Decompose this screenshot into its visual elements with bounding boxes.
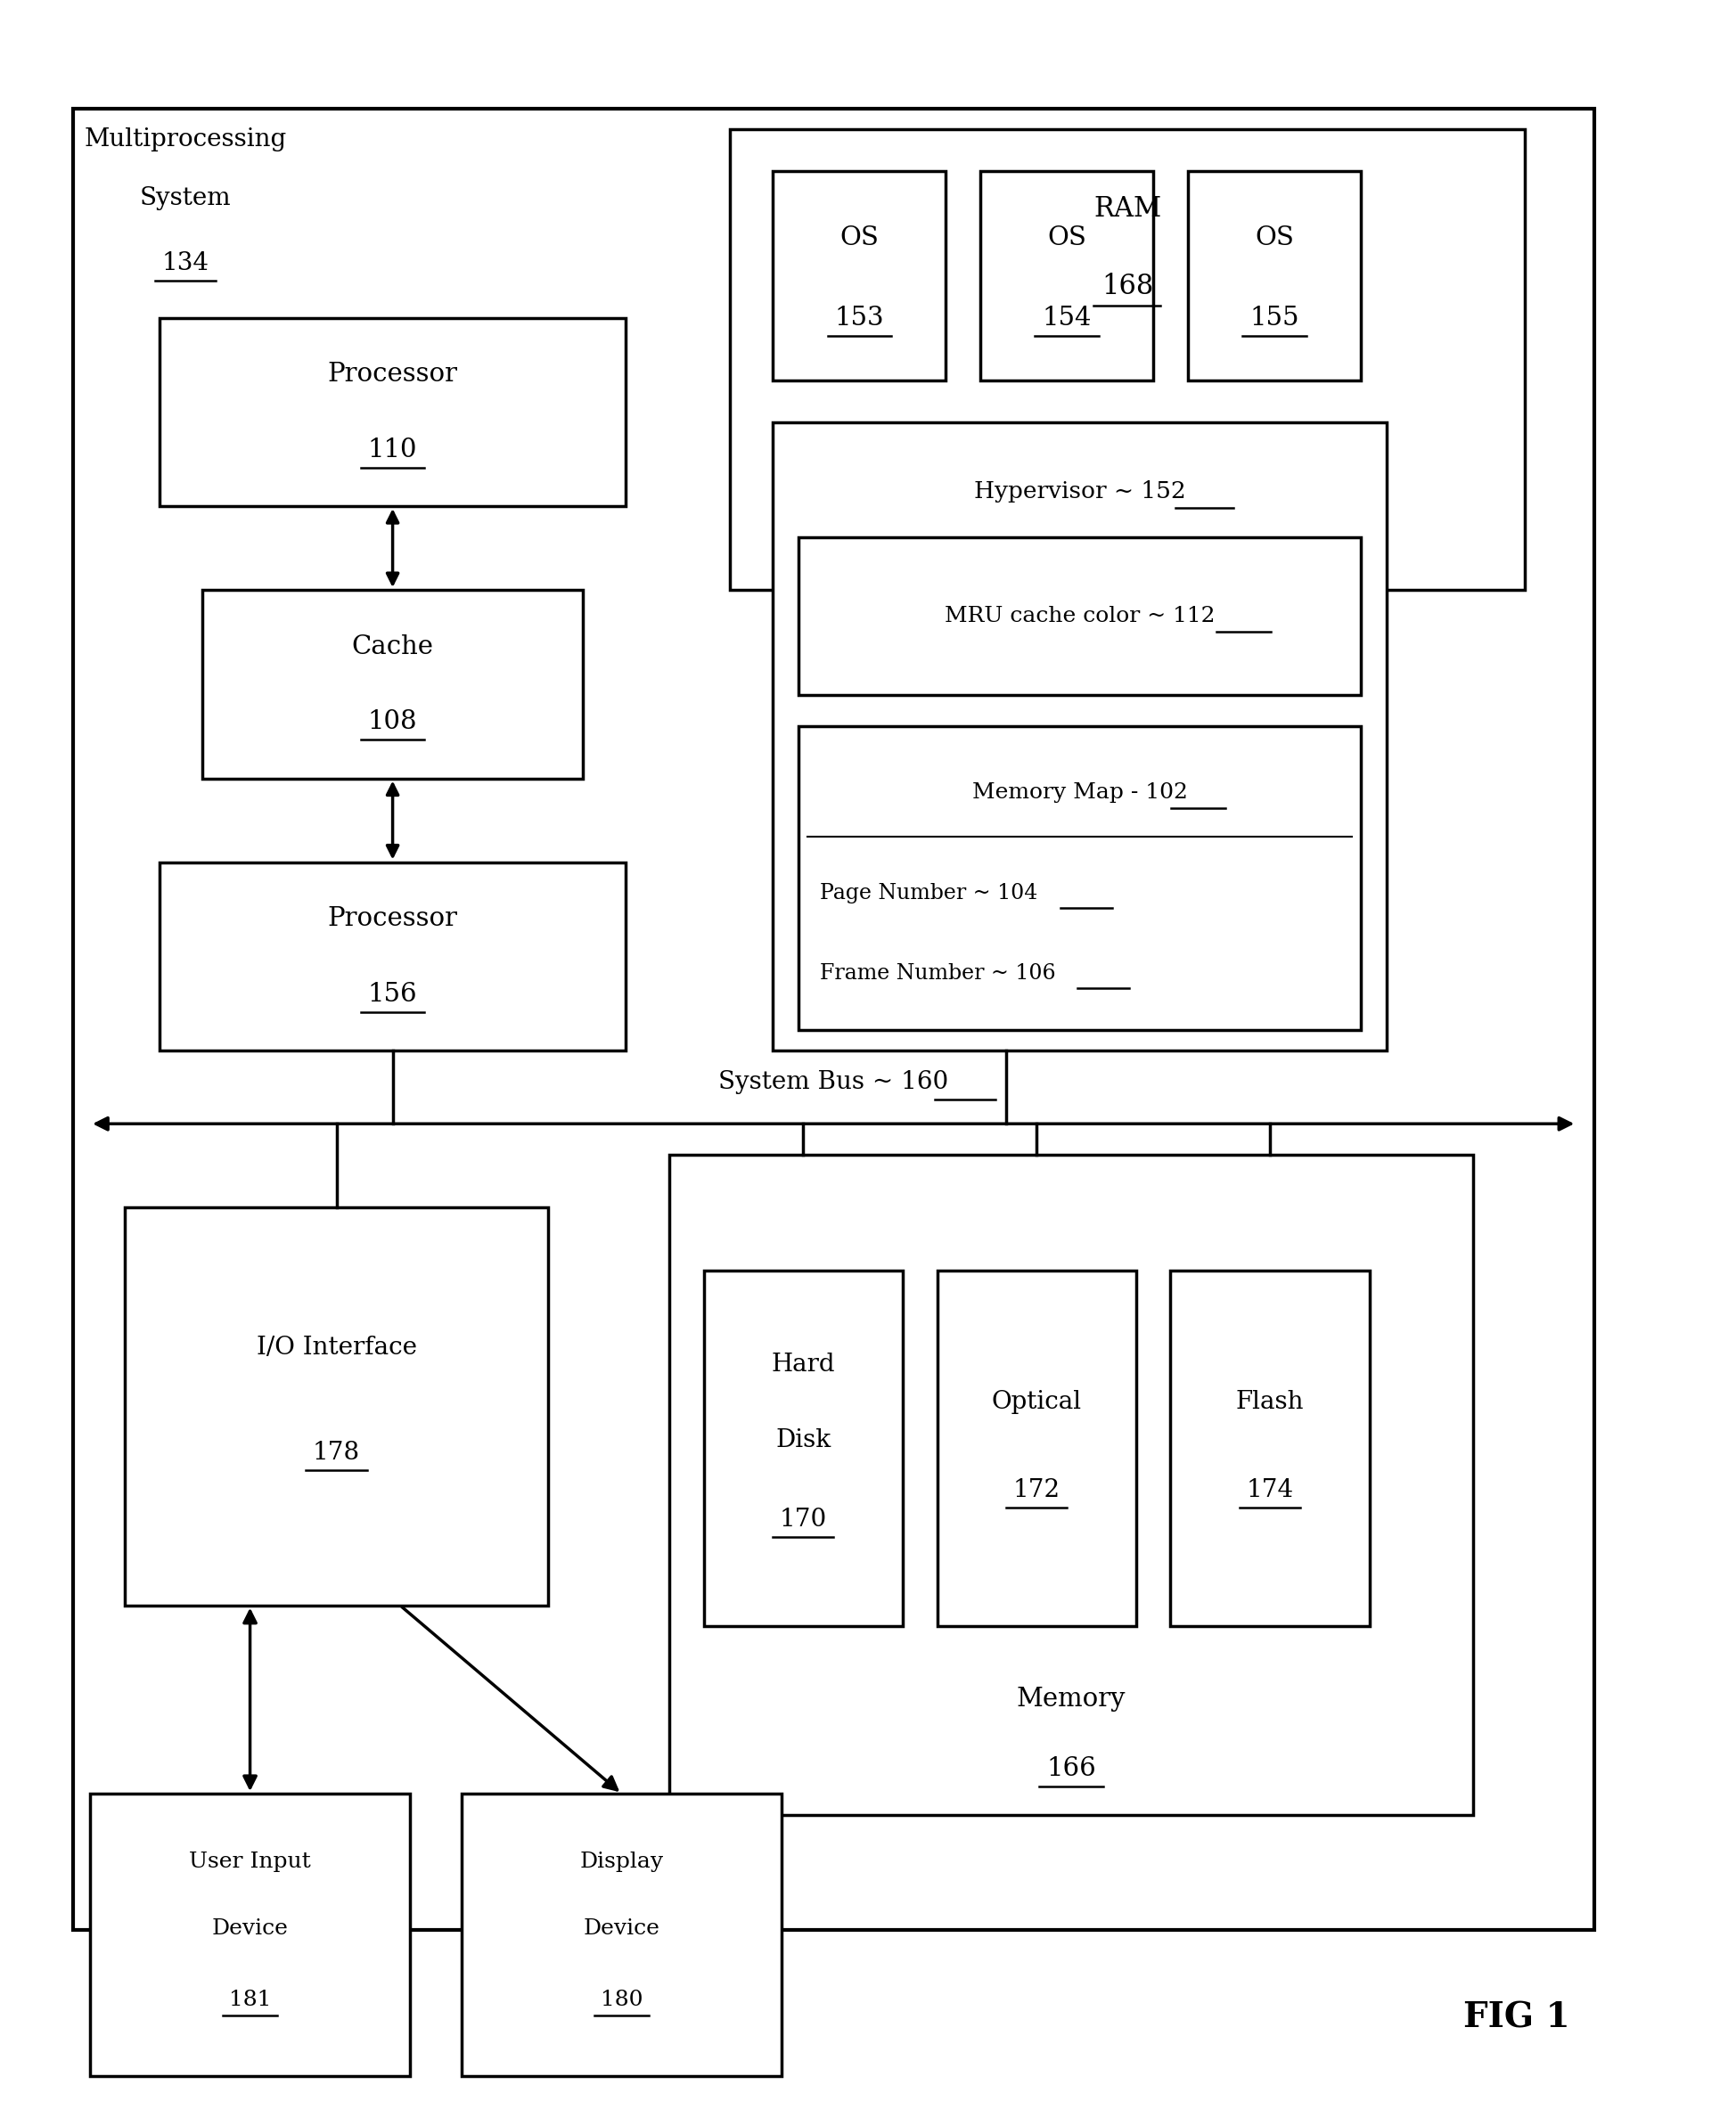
FancyBboxPatch shape	[90, 1794, 410, 2076]
Text: Hypervisor ~ 152: Hypervisor ~ 152	[974, 481, 1186, 502]
Text: 154: 154	[1042, 305, 1092, 330]
Text: Hard: Hard	[771, 1353, 835, 1376]
FancyBboxPatch shape	[799, 538, 1361, 695]
FancyBboxPatch shape	[937, 1271, 1135, 1626]
Text: 153: 153	[835, 305, 884, 330]
Text: 166: 166	[1047, 1756, 1095, 1782]
Text: Display: Display	[580, 1851, 663, 1872]
Text: MRU cache color ~ 112: MRU cache color ~ 112	[944, 605, 1215, 626]
Text: 156: 156	[368, 981, 417, 1006]
Text: 174: 174	[1246, 1479, 1293, 1502]
FancyBboxPatch shape	[773, 422, 1387, 1050]
Text: FIG 1: FIG 1	[1463, 2000, 1569, 2034]
Text: 155: 155	[1250, 305, 1299, 330]
Text: Memory: Memory	[1017, 1687, 1125, 1712]
Text: 178: 178	[312, 1441, 359, 1464]
Text: 108: 108	[368, 710, 417, 733]
Text: Page Number ~ 104: Page Number ~ 104	[819, 882, 1038, 903]
Text: 134: 134	[161, 252, 208, 275]
Text: Processor: Processor	[328, 361, 458, 387]
Text: Processor: Processor	[328, 906, 458, 931]
FancyBboxPatch shape	[1187, 170, 1361, 380]
FancyBboxPatch shape	[799, 727, 1361, 1029]
FancyBboxPatch shape	[462, 1794, 781, 2076]
Text: 110: 110	[368, 437, 417, 462]
FancyBboxPatch shape	[703, 1271, 903, 1626]
FancyBboxPatch shape	[125, 1208, 549, 1605]
Text: 170: 170	[779, 1506, 826, 1532]
Text: Disk: Disk	[776, 1429, 832, 1452]
Text: User Input: User Input	[189, 1851, 311, 1872]
Text: RAM: RAM	[1094, 195, 1161, 223]
Text: OS: OS	[840, 225, 878, 250]
Text: Flash: Flash	[1236, 1391, 1304, 1414]
Text: Frame Number ~ 106: Frame Number ~ 106	[819, 962, 1055, 983]
Text: 180: 180	[601, 1990, 642, 2011]
FancyBboxPatch shape	[773, 170, 946, 380]
Text: Optical: Optical	[991, 1391, 1082, 1414]
FancyBboxPatch shape	[668, 1156, 1474, 1815]
Text: OS: OS	[1255, 225, 1293, 250]
FancyBboxPatch shape	[73, 109, 1594, 1931]
FancyBboxPatch shape	[160, 861, 627, 1050]
Text: System: System	[139, 187, 231, 210]
Text: 168: 168	[1101, 273, 1153, 300]
FancyBboxPatch shape	[981, 170, 1153, 380]
FancyBboxPatch shape	[1170, 1271, 1370, 1626]
Text: Device: Device	[583, 1918, 660, 1939]
FancyBboxPatch shape	[729, 130, 1524, 590]
FancyBboxPatch shape	[160, 317, 627, 506]
Text: 181: 181	[229, 1990, 271, 2011]
Text: Cache: Cache	[352, 635, 434, 660]
FancyBboxPatch shape	[203, 590, 583, 777]
Text: System Bus ~ 160: System Bus ~ 160	[719, 1069, 948, 1095]
Text: Memory Map - 102: Memory Map - 102	[972, 784, 1187, 803]
Text: 172: 172	[1012, 1479, 1061, 1502]
Text: Multiprocessing: Multiprocessing	[83, 128, 286, 151]
Text: Device: Device	[212, 1918, 288, 1939]
Text: OS: OS	[1047, 225, 1087, 250]
Text: I/O Interface: I/O Interface	[257, 1336, 417, 1359]
